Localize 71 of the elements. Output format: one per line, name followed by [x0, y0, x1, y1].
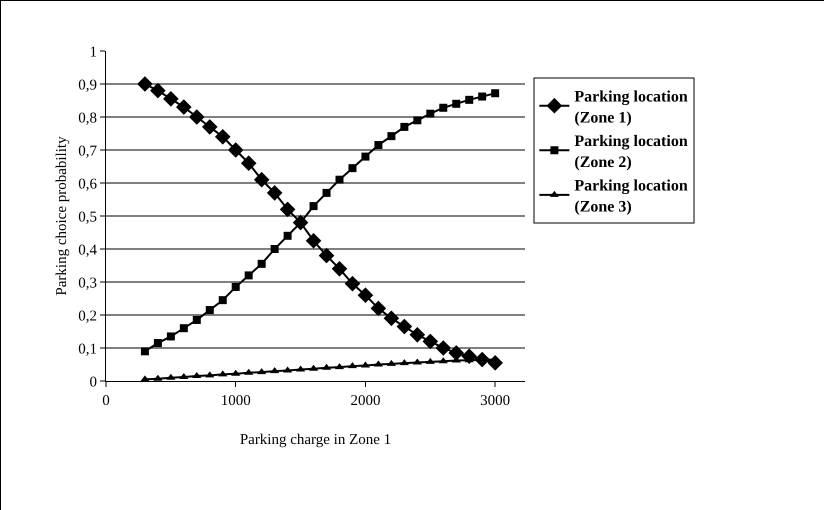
legend-label: Parking location (Zone 2) — [574, 133, 688, 171]
y-tick-label: 0,6 — [78, 176, 98, 192]
point — [439, 104, 448, 112]
y-tick-label: 1 — [90, 44, 97, 60]
point — [387, 132, 396, 140]
point — [228, 142, 244, 158]
point — [396, 318, 412, 334]
point — [140, 347, 149, 356]
point — [370, 300, 386, 316]
x-tick-label: 1000 — [220, 393, 251, 409]
point — [306, 232, 322, 249]
point — [240, 155, 256, 171]
point — [192, 316, 201, 324]
y-tick-label: 0,7 — [78, 143, 98, 160]
y-tick-label: 0,1 — [78, 341, 97, 358]
y-tick-label: 0,8 — [78, 110, 97, 126]
point — [344, 276, 360, 292]
point — [218, 296, 227, 304]
point — [176, 99, 192, 115]
x-tick-label: 3000 — [480, 393, 510, 409]
point — [180, 324, 188, 332]
point — [254, 172, 270, 188]
point — [384, 310, 400, 326]
y-tick-label: 0,9 — [78, 77, 97, 94]
point — [426, 110, 434, 118]
point — [244, 271, 253, 280]
point — [318, 248, 334, 264]
point — [163, 91, 179, 107]
point — [280, 202, 296, 218]
point — [491, 89, 500, 98]
point — [400, 122, 408, 131]
y-tick-label: 0,5 — [78, 209, 97, 226]
point — [310, 202, 318, 210]
legend-label: Parking location (Zone 3) — [574, 178, 688, 216]
point — [214, 129, 231, 145]
point — [206, 306, 214, 314]
point — [348, 164, 356, 172]
x-axis-title: Parking charge in Zone 1 — [240, 432, 392, 448]
point — [270, 245, 279, 253]
point — [154, 339, 162, 348]
point — [358, 287, 374, 303]
point — [448, 345, 464, 361]
point — [422, 334, 438, 350]
point — [465, 96, 474, 104]
point — [452, 100, 460, 108]
point — [435, 340, 452, 356]
point — [336, 176, 344, 184]
y-tick-label: 0 — [90, 374, 97, 390]
point — [413, 116, 422, 124]
point — [166, 332, 175, 340]
point — [258, 260, 266, 268]
point — [332, 261, 348, 277]
legend-label: Parking location (Zone 1) — [574, 88, 688, 126]
point — [150, 82, 166, 98]
y-tick-label: 0,4 — [78, 242, 98, 258]
y-tick-label: 0,3 — [78, 275, 97, 292]
point — [322, 188, 331, 197]
point — [361, 152, 370, 161]
point — [374, 141, 382, 150]
point — [232, 282, 240, 291]
x-tick-label: 0 — [102, 393, 110, 409]
point — [478, 92, 486, 101]
point — [284, 232, 292, 240]
point — [202, 119, 218, 135]
point — [137, 76, 153, 92]
point — [266, 185, 282, 201]
point — [410, 327, 426, 343]
point — [189, 109, 205, 125]
y-tick-label: 0,2 — [78, 308, 97, 324]
y-axis-title: Parking choice probability — [54, 136, 70, 296]
x-tick-label: 2000 — [350, 393, 380, 409]
